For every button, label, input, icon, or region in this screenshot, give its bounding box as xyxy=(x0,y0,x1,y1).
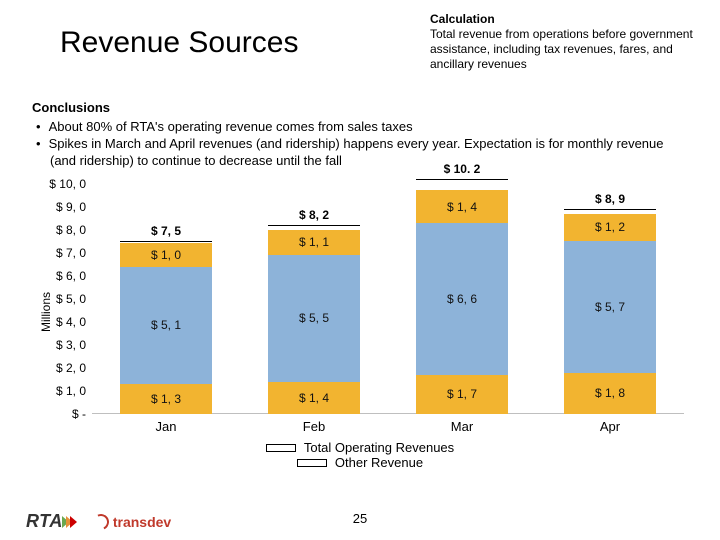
conclusions-list: About 80% of RTA's operating revenue com… xyxy=(32,119,692,170)
bar-total-label: $ 8, 2 xyxy=(268,208,360,222)
y-tick-label: $ 1, 0 xyxy=(38,384,86,398)
bar-segment-label: $ 6, 6 xyxy=(416,292,508,306)
bar-segment xyxy=(564,209,656,214)
x-tick-label: Mar xyxy=(451,419,473,434)
slide: Revenue Sources Calculation Total revenu… xyxy=(0,0,720,540)
bar-total-label: $ 8, 9 xyxy=(564,192,656,206)
bar-segment xyxy=(416,179,508,191)
bar-segment-label: $ 5, 7 xyxy=(564,300,656,314)
bar: $ 1, 4$ 5, 5$ 1, 1$ 8, 2 xyxy=(268,225,360,414)
bar-segment-label: $ 1, 4 xyxy=(416,200,508,214)
conclusion-item: About 80% of RTA's operating revenue com… xyxy=(36,119,692,136)
transdev-logo-text: transdev xyxy=(113,514,171,530)
y-tick-label: $ - xyxy=(38,407,86,421)
x-tick-label: Jan xyxy=(156,419,177,434)
bar: $ 1, 3$ 5, 1$ 1, 0$ 7, 5 xyxy=(120,241,212,414)
legend-swatch xyxy=(266,444,296,452)
x-tick-label: Feb xyxy=(303,419,325,434)
rta-chevrons-icon xyxy=(65,516,77,528)
rta-logo: RTA xyxy=(26,511,77,532)
y-tick-label: $ 7, 0 xyxy=(38,246,86,260)
chart-plot-area: $ -$ 1, 0$ 2, 0$ 3, 0$ 4, 0$ 5, 0$ 6, 0$… xyxy=(92,172,684,414)
page-number: 25 xyxy=(353,511,367,526)
bar-segment-label: $ 5, 1 xyxy=(120,318,212,332)
swirl-icon xyxy=(91,511,112,532)
legend-label: Total Operating Revenues xyxy=(304,440,454,455)
y-tick-label: $ 9, 0 xyxy=(38,200,86,214)
calculation-block: Calculation Total revenue from operation… xyxy=(430,12,700,72)
bar: $ 1, 7$ 6, 6$ 1, 4$ 10. 2 xyxy=(416,179,508,414)
bar-total-label: $ 7, 5 xyxy=(120,224,212,238)
page-title: Revenue Sources xyxy=(60,26,298,60)
conclusion-item: Spikes in March and April revenues (and … xyxy=(36,136,692,170)
calculation-body: Total revenue from operations before gov… xyxy=(430,27,700,72)
calculation-heading: Calculation xyxy=(430,12,700,27)
transdev-logo: transdev xyxy=(93,514,171,530)
bar-total-label: $ 10. 2 xyxy=(416,162,508,176)
legend-label: Other Revenue xyxy=(335,455,423,470)
bar-segment-label: $ 5, 5 xyxy=(268,311,360,325)
bar-segment-label: $ 1, 1 xyxy=(268,235,360,249)
y-tick-label: $ 5, 0 xyxy=(38,292,86,306)
y-tick-label: $ 6, 0 xyxy=(38,269,86,283)
y-tick-label: $ 3, 0 xyxy=(38,338,86,352)
y-tick-label: $ 8, 0 xyxy=(38,223,86,237)
conclusions-block: Conclusions About 80% of RTA's operating… xyxy=(32,100,692,170)
bar-segment-label: $ 1, 3 xyxy=(120,392,212,406)
bar-segment-label: $ 1, 4 xyxy=(268,391,360,405)
y-tick-label: $ 10, 0 xyxy=(38,177,86,191)
bar-segment-label: $ 1, 7 xyxy=(416,387,508,401)
bar-segment xyxy=(120,241,212,243)
revenue-chart: Millions $ -$ 1, 0$ 2, 0$ 3, 0$ 4, 0$ 5,… xyxy=(32,168,692,456)
bar: $ 1, 8$ 5, 7$ 1, 2$ 8, 9 xyxy=(564,209,656,414)
legend-swatch xyxy=(297,459,327,467)
y-tick-label: $ 2, 0 xyxy=(38,361,86,375)
footer-logos: RTA transdev xyxy=(26,511,171,532)
bar-segment-label: $ 1, 2 xyxy=(564,220,656,234)
conclusions-heading: Conclusions xyxy=(32,100,692,117)
bar-segment xyxy=(268,225,360,230)
chevron-icon xyxy=(70,516,77,528)
rta-logo-text: RTA xyxy=(26,511,63,532)
y-tick-label: $ 4, 0 xyxy=(38,315,86,329)
chart-legend: Total Operating Revenues Other Revenue xyxy=(190,440,530,470)
bar-segment-label: $ 1, 0 xyxy=(120,248,212,262)
bar-segment-label: $ 1, 8 xyxy=(564,386,656,400)
x-tick-label: Apr xyxy=(600,419,620,434)
